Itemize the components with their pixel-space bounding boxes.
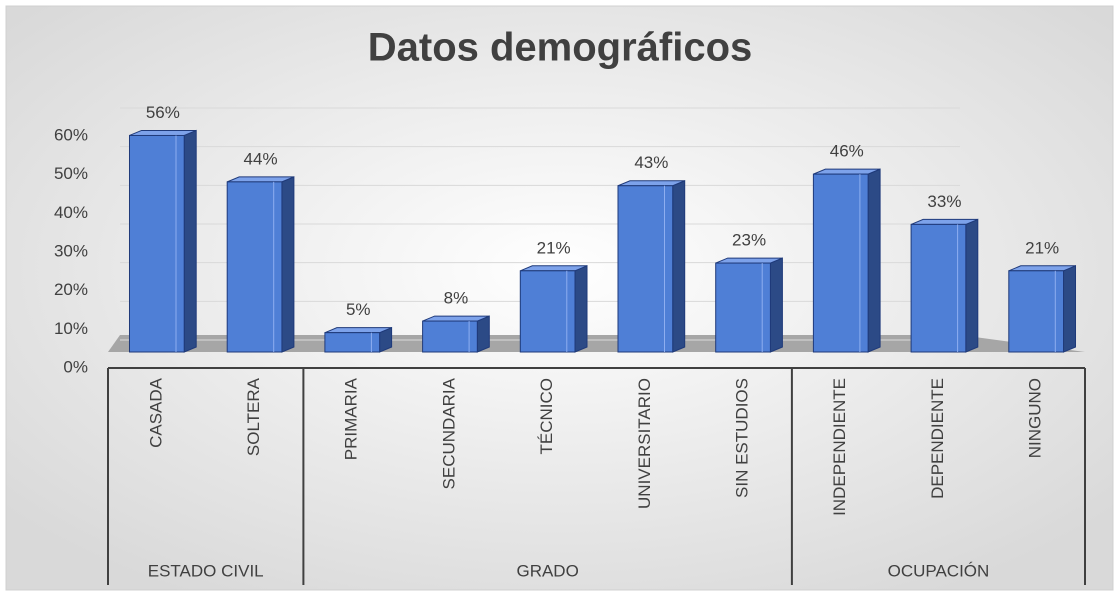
x-tick-label: TÉCNICO [537, 378, 556, 455]
bar-face [128, 134, 185, 353]
bar-face [672, 179, 686, 353]
bar [422, 315, 490, 353]
bar-face [129, 129, 197, 136]
bar-face [422, 315, 490, 322]
x-tick-label: UNIVERSITARIO [635, 378, 654, 509]
bar-face [1063, 265, 1077, 353]
bar-face [324, 332, 381, 353]
value-label: 23% [732, 231, 766, 250]
bar-face [617, 185, 674, 353]
bar-face [715, 257, 783, 264]
bar-face [1008, 270, 1065, 353]
bar [715, 257, 783, 353]
y-tick-label: 40% [54, 203, 88, 222]
chart-title: Datos demográficos [368, 26, 753, 70]
bar-face [867, 168, 881, 353]
bar-face [813, 168, 881, 175]
bar-face [617, 180, 685, 187]
bar-face [1008, 265, 1076, 272]
value-label: 44% [244, 149, 278, 168]
value-label: 43% [634, 153, 668, 172]
value-label: 33% [927, 192, 961, 211]
bar-face [324, 327, 392, 334]
y-tick-label: 0% [63, 357, 88, 376]
bar-face [574, 265, 588, 353]
x-tick-label: CASADA [146, 377, 165, 448]
value-label: 21% [1025, 238, 1059, 257]
bar [1008, 265, 1077, 353]
x-tick-label: NINGUNO [1026, 378, 1045, 458]
bar [226, 176, 295, 353]
bar [617, 179, 686, 353]
bar-face [965, 218, 979, 353]
x-tick-label: PRIMARIA [342, 377, 361, 460]
bar-face [281, 176, 295, 353]
bar-face [226, 181, 283, 353]
bar-face [519, 270, 576, 353]
x-tick-label: SOLTERA [244, 377, 263, 456]
bar-face [227, 176, 295, 183]
group-label: ESTADO CIVIL [148, 561, 264, 580]
value-label: 21% [537, 238, 571, 257]
bar [128, 129, 197, 353]
x-tick-label: INDEPENDIENTE [830, 378, 849, 516]
y-tick-label: 10% [54, 319, 88, 338]
value-label: 46% [830, 142, 864, 161]
y-tick-label: 50% [54, 164, 88, 183]
y-tick-label: 60% [54, 125, 88, 144]
value-label: 5% [346, 300, 371, 319]
group-label: GRADO [516, 561, 578, 580]
y-tick-label: 20% [54, 280, 88, 299]
bar-face [769, 257, 783, 353]
group-label: OCUPACIÓN [888, 561, 990, 580]
bar [812, 168, 881, 353]
x-tick-label: SECUNDARIA [439, 377, 458, 489]
bar-face [910, 223, 967, 353]
x-tick-label: SIN ESTUDIOS [733, 378, 752, 498]
bar [519, 265, 588, 353]
bar-face [520, 265, 588, 272]
value-label: 56% [146, 103, 180, 122]
y-tick-label: 30% [54, 241, 88, 260]
bar [324, 326, 393, 353]
bar-face [715, 262, 771, 353]
bar-face [476, 315, 490, 353]
value-label: 8% [444, 289, 469, 308]
bar-face [422, 320, 478, 353]
bar-face [183, 129, 197, 353]
bar [910, 218, 979, 353]
bar-face [812, 173, 869, 353]
x-tick-label: DEPENDIENTE [928, 378, 947, 499]
bar-face [910, 218, 978, 225]
